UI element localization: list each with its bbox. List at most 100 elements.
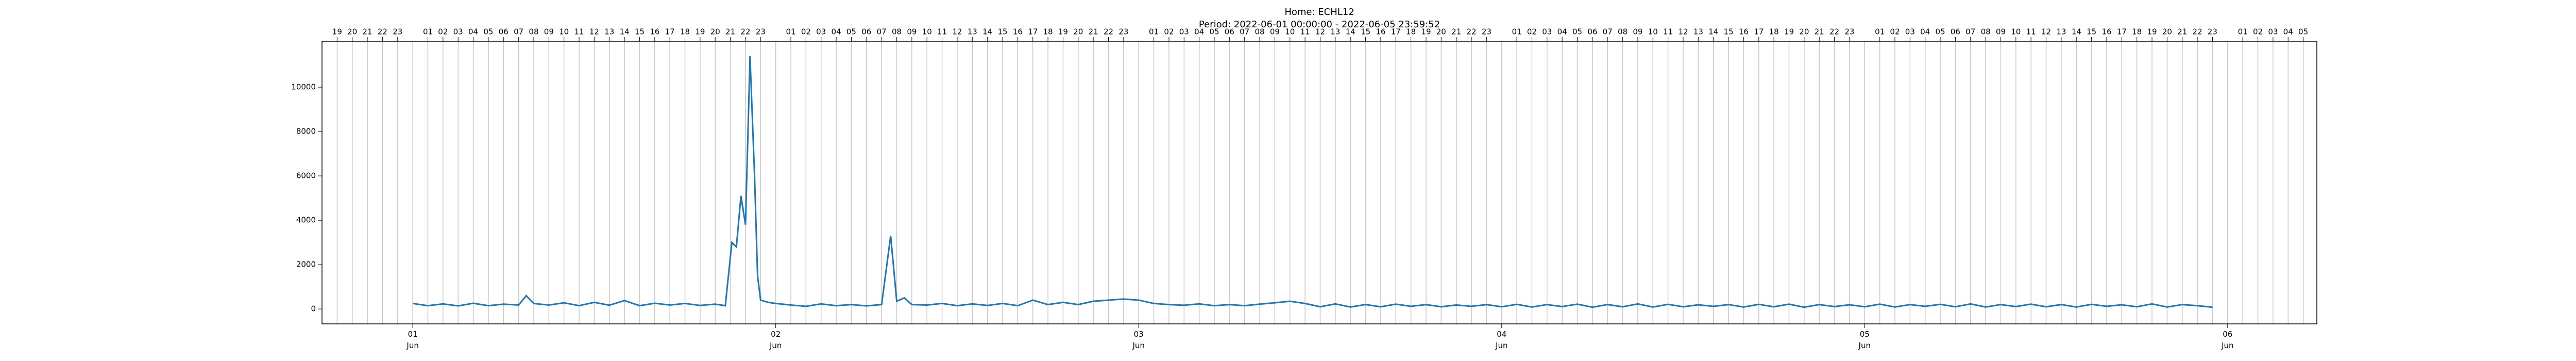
top-tick-label: 21 — [1815, 27, 1824, 37]
top-tick-label: 09 — [1633, 27, 1642, 37]
top-tick-label: 09 — [1996, 27, 2006, 37]
top-tick-label: 22 — [1104, 27, 1113, 37]
top-tick-label: 17 — [1391, 27, 1401, 37]
y-tick-label: 6000 — [296, 171, 316, 180]
top-tick-label: 03 — [1542, 27, 1552, 37]
top-tick-label: 12 — [2041, 27, 2051, 37]
x-tick-label: 05 Jun — [1858, 330, 1871, 350]
top-tick-label: 20 — [1436, 27, 1446, 37]
top-tick-label: 02 — [1527, 27, 1537, 37]
top-tick-label: 15 — [1724, 27, 1734, 37]
top-tick-label: 11 — [1300, 27, 1310, 37]
top-tick-label: 04 — [2283, 27, 2293, 37]
top-tick-label: 13 — [968, 27, 977, 37]
top-tick-label: 21 — [1089, 27, 1098, 37]
top-tick-label: 22 — [740, 27, 750, 37]
chart-title: Home: ECHL12 — [1284, 7, 1354, 18]
top-tick-label: 05 — [846, 27, 856, 37]
top-tick-label: 08 — [1981, 27, 1991, 37]
top-tick-label: 21 — [1451, 27, 1461, 37]
top-tick-label: 01 — [1149, 27, 1159, 37]
top-tick-label: 19 — [695, 27, 705, 37]
top-tick-label: 08 — [892, 27, 902, 37]
top-tick-label: 17 — [1754, 27, 1764, 37]
top-tick-label: 06 — [861, 27, 871, 37]
top-tick-label: 20 — [1799, 27, 1809, 37]
top-tick-label: 16 — [1739, 27, 1749, 37]
top-tick-label: 02 — [2253, 27, 2263, 37]
top-tick-label: 02 — [801, 27, 811, 37]
top-tick-label: 07 — [514, 27, 523, 37]
top-tick-label: 07 — [1965, 27, 1975, 37]
x-tick-label: 06 Jun — [2221, 330, 2233, 350]
top-tick-label: 11 — [574, 27, 584, 37]
top-tick-label: 02 — [438, 27, 448, 37]
top-tick-label: 04 — [1557, 27, 1567, 37]
top-tick-label: 03 — [1179, 27, 1189, 37]
chart-subtitle: Period: 2022-06-01 00:00:00 - 2022-06-05… — [1199, 19, 1440, 30]
top-tick-label: 18 — [680, 27, 690, 37]
top-tick-label: 17 — [1028, 27, 1038, 37]
top-tick-label: 01 — [1875, 27, 1885, 37]
top-tick-label: 13 — [1330, 27, 1340, 37]
top-tick-label: 21 — [2177, 27, 2187, 37]
top-tick-label: 10 — [2011, 27, 2021, 37]
top-tick-label: 08 — [529, 27, 538, 37]
top-tick-label: 04 — [1920, 27, 1930, 37]
top-tick-label: 09 — [907, 27, 917, 37]
y-tick-label: 4000 — [296, 216, 316, 225]
top-tick-label: 06 — [1951, 27, 1960, 37]
top-tick-label: 20 — [347, 27, 357, 37]
top-tick-label: 23 — [1482, 27, 1492, 37]
top-tick-label: 18 — [2132, 27, 2142, 37]
top-tick-label: 07 — [1603, 27, 1613, 37]
top-tick-label: 13 — [604, 27, 614, 37]
top-tick-label: 23 — [1844, 27, 1854, 37]
top-tick-label: 16 — [2102, 27, 2111, 37]
top-tick-label: 01 — [2238, 27, 2248, 37]
top-tick-label: 01 — [786, 27, 795, 37]
top-tick-label: 19 — [2147, 27, 2157, 37]
top-tick-label: 12 — [1315, 27, 1325, 37]
y-tick-label: 8000 — [296, 127, 316, 136]
top-tick-label: 23 — [393, 27, 402, 37]
top-tick-label: 19 — [1784, 27, 1794, 37]
top-tick-label: 02 — [1164, 27, 1174, 37]
top-tick-label: 03 — [453, 27, 463, 37]
top-tick-label: 13 — [1693, 27, 1703, 37]
top-tick-label: 14 — [982, 27, 992, 37]
top-tick-label: 05 — [483, 27, 493, 37]
top-tick-label: 08 — [1255, 27, 1264, 37]
top-tick-label: 17 — [2117, 27, 2127, 37]
top-tick-label: 20 — [710, 27, 720, 37]
top-tick-label: 18 — [1769, 27, 1779, 37]
top-tick-label: 16 — [1376, 27, 1385, 37]
top-tick-label: 04 — [832, 27, 841, 37]
data-line — [412, 56, 2213, 308]
x-tick-label: 04 Jun — [1495, 330, 1507, 350]
top-tick-label: 05 — [1572, 27, 1582, 37]
top-tick-label: 11 — [2026, 27, 2036, 37]
top-tick-label: 02 — [1890, 27, 1900, 37]
top-tick-label: 22 — [1829, 27, 1839, 37]
top-tick-label: 06 — [1225, 27, 1234, 37]
top-tick-label: 01 — [423, 27, 433, 37]
top-tick-label: 09 — [1270, 27, 1280, 37]
top-tick-label: 04 — [1194, 27, 1204, 37]
top-tick-label: 01 — [1512, 27, 1522, 37]
top-tick-label: 10 — [1285, 27, 1295, 37]
x-tick-label: 01 Jun — [406, 330, 418, 350]
top-tick-label: 15 — [2087, 27, 2096, 37]
top-tick-label: 19 — [332, 27, 342, 37]
x-tick-label: 03 Jun — [1132, 330, 1144, 350]
top-tick-label: 15 — [997, 27, 1007, 37]
plot-frame — [321, 41, 2317, 324]
top-tick-label: 15 — [635, 27, 645, 37]
top-tick-label: 14 — [2072, 27, 2081, 37]
top-tick-label: 12 — [952, 27, 962, 37]
top-tick-label: 08 — [1618, 27, 1628, 37]
top-tick-label: 22 — [378, 27, 387, 37]
top-tick-label: 09 — [544, 27, 554, 37]
